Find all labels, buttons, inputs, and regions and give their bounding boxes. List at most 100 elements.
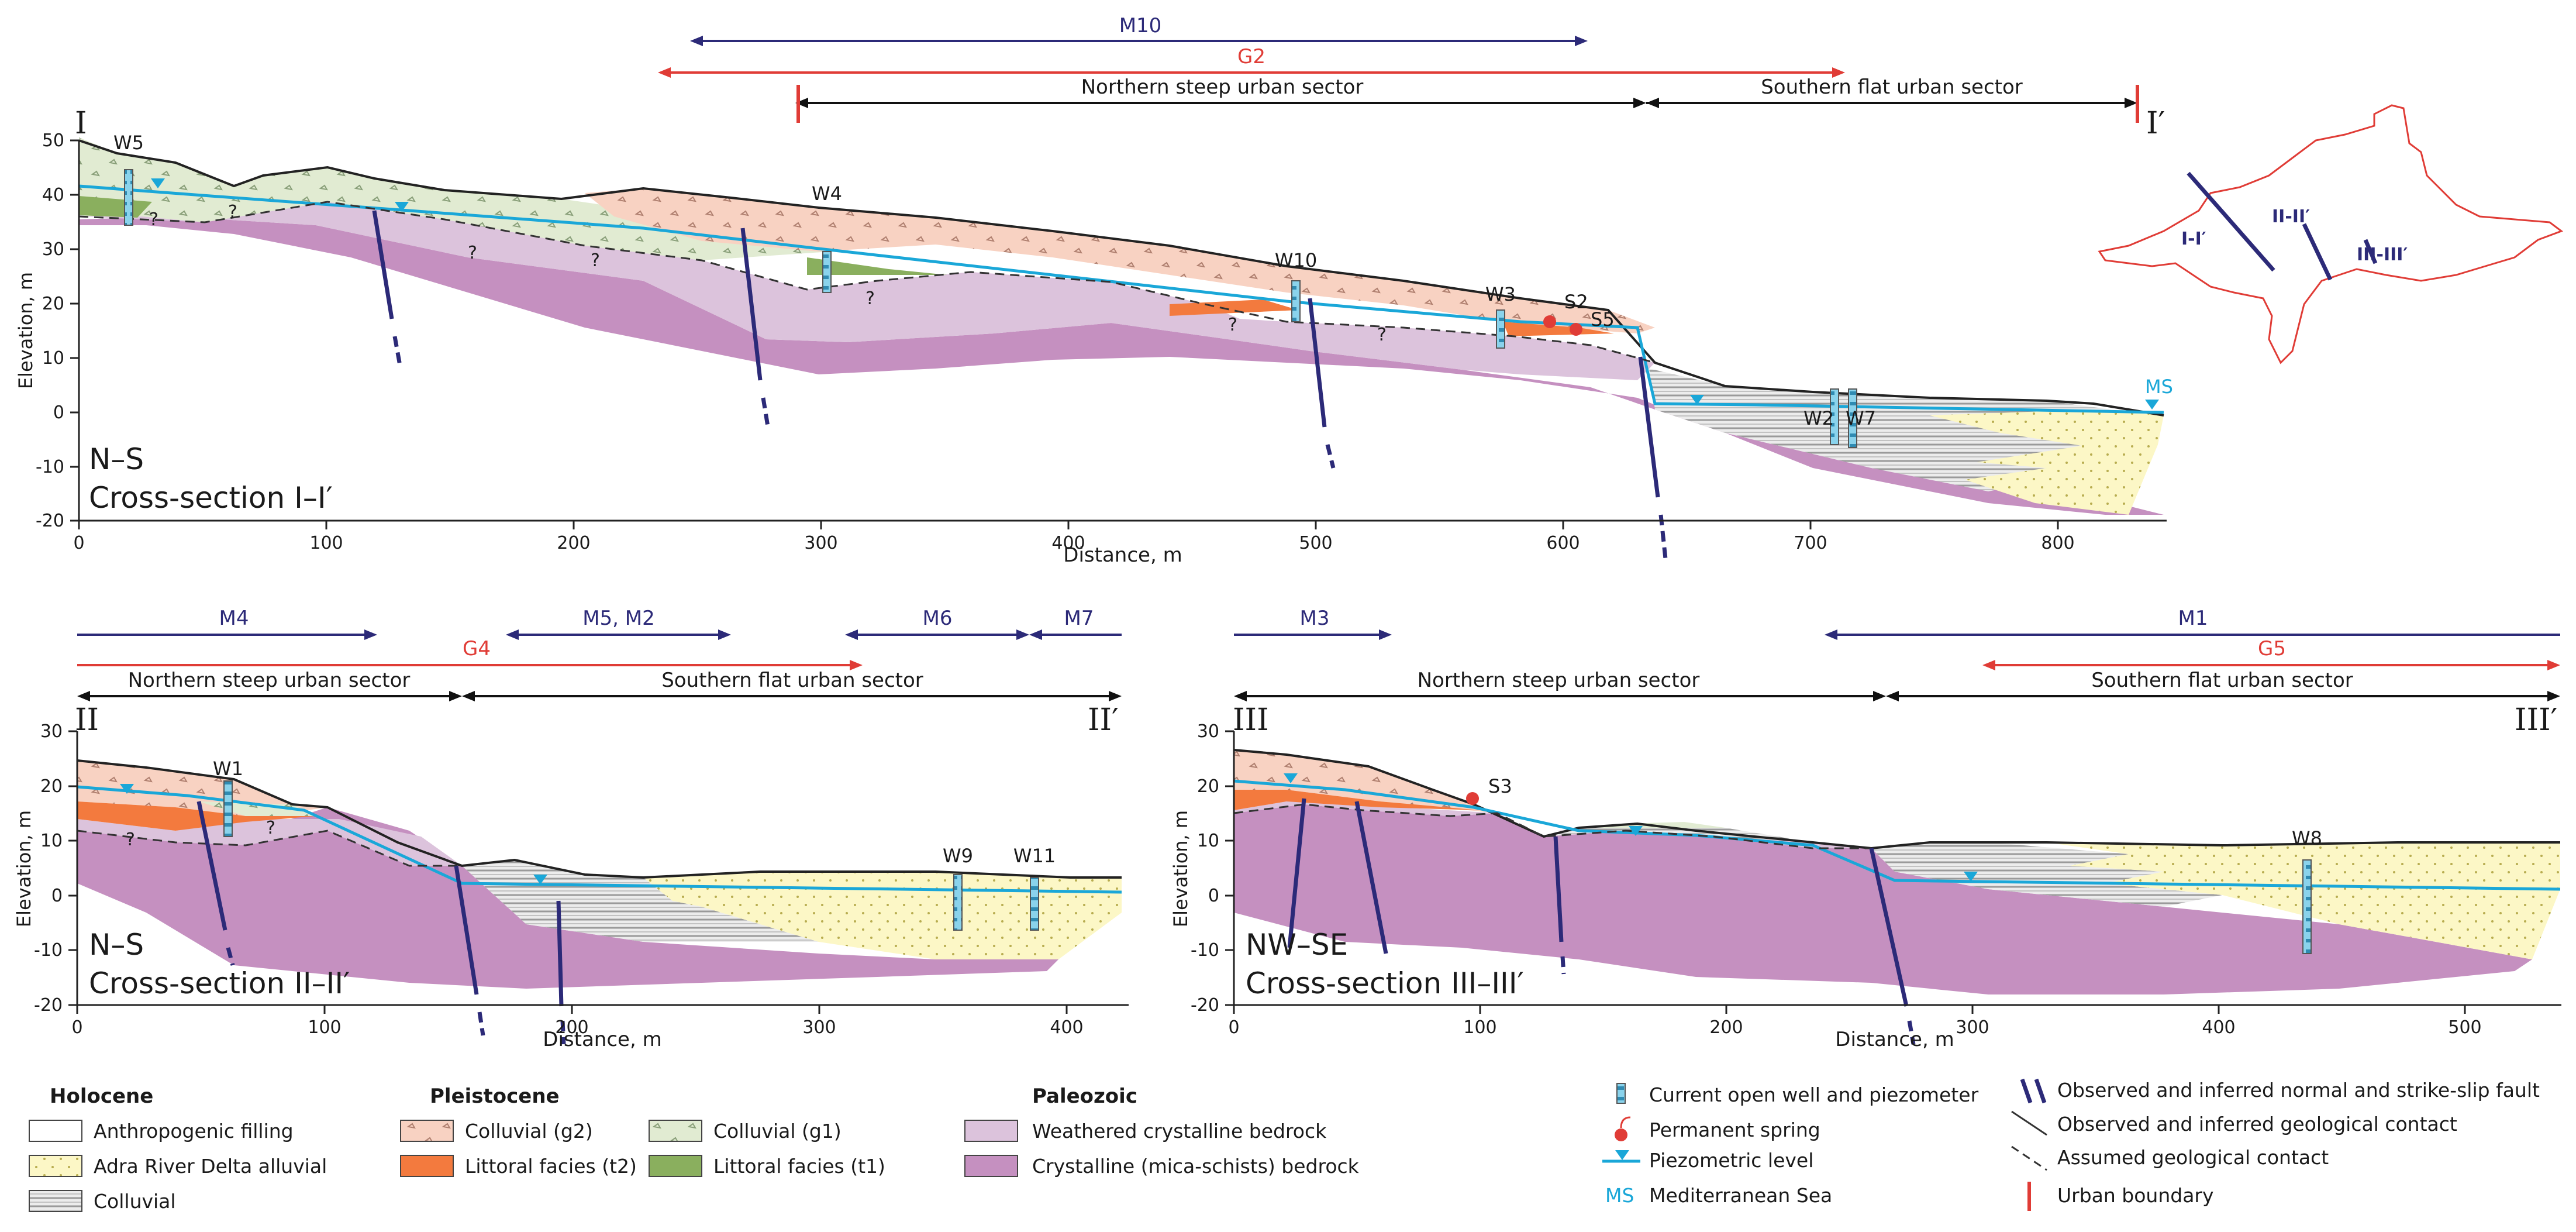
axes-3: 30 20 10 0 -10 -20 0 100 200 300 400 500… (1170, 721, 2561, 1051)
s2-xtick-2: 200 (555, 1017, 588, 1038)
s2-ytick-1: 20 (40, 776, 63, 797)
legend-colluvial: Colluvial (94, 1190, 176, 1213)
range-m1-label: M1 (2178, 607, 2208, 630)
s2-ytick-4: -10 (34, 940, 63, 961)
s1-ytick-4: 10 (42, 348, 64, 369)
inset-label-3: III-III′ (2357, 245, 2408, 265)
legend-weathered: Weathered crystalline bedrock (1032, 1120, 1327, 1142)
svg-text:?: ? (126, 830, 135, 850)
legend-ms-abbr: MS (1605, 1184, 1634, 1207)
swatch-littoral-t2 (400, 1155, 454, 1177)
s1-ytick-1: 40 (42, 185, 64, 205)
s1-ytick-0: 50 (42, 130, 64, 151)
bedrock-1 (79, 216, 2164, 515)
faults-3 (1287, 798, 1916, 1045)
range-m5m2: M5, M2 (506, 607, 731, 640)
s2-xlabel: Distance, m (543, 1028, 661, 1051)
s3-xtick-2: 200 (1709, 1017, 1743, 1038)
s2-xtick-4: 400 (1050, 1017, 1083, 1038)
legend: Holocene Anthropogenic filling Adra Rive… (29, 1078, 2540, 1213)
alluvial-1 (1930, 409, 2164, 515)
s1-xtick-7: 700 (1794, 533, 1827, 553)
svg-text:?: ? (266, 818, 275, 838)
topography-2 (77, 759, 1122, 879)
s1-xtick-0: 0 (73, 533, 84, 553)
s3-ytick-5: -20 (1191, 995, 1219, 1016)
assumed-contact-icon (2011, 1145, 2047, 1171)
faults-2 (196, 801, 566, 1045)
range-north-3: Northern steep urban sector (1234, 669, 1886, 701)
wells-3: W8 (2292, 827, 2322, 954)
s1-xtick-6: 600 (1546, 533, 1580, 553)
range-m10-label: M10 (1119, 14, 1162, 37)
s3-xtick-0: 0 (1228, 1017, 1239, 1038)
range-g2: G2 (658, 45, 1845, 78)
topography-1 (78, 139, 2164, 417)
s3-xtick-4: 400 (2202, 1017, 2235, 1038)
s3-xlabel: Distance, m (1835, 1028, 1954, 1051)
range-m6-label: M6 (923, 607, 953, 630)
spring-s3: S3 (1488, 775, 1512, 797)
well-w9: W9 (943, 845, 973, 867)
legend-well: Current open well and piezometer (1649, 1083, 1979, 1106)
section2-orientation: N–S (89, 928, 144, 962)
s2-xtick-1: 100 (308, 1017, 341, 1038)
range-north-3-label: Northern steep urban sector (1418, 669, 1700, 692)
legend-alluvial: Adra River Delta alluvial (94, 1155, 327, 1178)
swatch-colluvial (29, 1190, 82, 1212)
s1-xlabel: Distance, m (1063, 543, 1182, 567)
springs-3: S3 (1466, 775, 1512, 805)
alluvial-2 (643, 872, 1122, 959)
s3-ylabel: Elevation, m (1170, 810, 1192, 927)
spring-icon (1615, 1116, 1631, 1141)
s1-ylabel: Elevation, m (15, 272, 37, 389)
legend-urban: Urban boundary (2057, 1184, 2214, 1207)
range-south-2: Southern flat urban sector (462, 669, 1122, 701)
s2-ytick-0: 30 (40, 721, 63, 742)
range-north-1: Northern steep urban sector (795, 75, 1646, 108)
springs-1: S2 S5 (1543, 291, 1615, 336)
colluvial-sed-3 (1544, 828, 2222, 907)
range-m4: M4 (77, 607, 377, 640)
range-m6: M6 (845, 607, 1029, 640)
spring-s2: S2 (1564, 291, 1588, 313)
legend-littoral-t2: Littoral facies (t2) (465, 1155, 637, 1178)
legend-paleozoic-title: Paleozoic (1032, 1085, 1137, 1108)
section2-start: II (75, 703, 99, 738)
section2-title: Cross-section II–II′ (89, 966, 350, 1000)
legend-holocene-title: Holocene (50, 1085, 153, 1108)
spring-s5: S5 (1591, 308, 1615, 331)
cross-section-1: M10 G2 Northern steep urban sector South… (15, 14, 2173, 567)
section3-end: III′ (2515, 703, 2557, 738)
svg-text:?: ? (468, 243, 477, 263)
well-w4: W4 (812, 183, 842, 205)
range-g5: G5 (1982, 637, 2560, 670)
well-w10: W10 (1275, 249, 1317, 271)
axes-2: 30 20 10 0 -10 -20 0 100 200 300 400 Dis… (13, 721, 1129, 1051)
s1-xtick-4: 400 (1051, 533, 1085, 553)
legend-anthropogenic: Anthropogenic filling (94, 1120, 294, 1142)
legend-fault: Observed and inferred normal and strike-… (2057, 1079, 2540, 1102)
well-w1: W1 (213, 758, 243, 780)
unknown-marks-1: ??? ??? ? (149, 202, 1387, 345)
sea-label-ms: MS (2145, 376, 2173, 398)
s3-ytick-3: 0 (1208, 886, 1219, 906)
section1-title: Cross-section I–I′ (89, 481, 333, 515)
littoral-t2-1 (1170, 300, 1614, 336)
s3-ytick-2: 10 (1197, 831, 1219, 851)
cross-section-2: M4 M5, M2 M6 M7 G4 Northern s (13, 607, 1129, 1051)
section1-end: I′ (2146, 106, 2165, 141)
colluvial-g2-3 (1234, 750, 1497, 813)
swatch-anthropogenic (29, 1120, 82, 1142)
legend-piezo: Piezometric level (1649, 1149, 1813, 1172)
assumed-contact-2 (77, 830, 462, 867)
faults-1 (372, 210, 1668, 559)
littoral-t2-3 (1234, 790, 1754, 837)
s1-xtick-5: 500 (1299, 533, 1332, 553)
topography-3 (1233, 749, 2560, 850)
section3-start: III (1233, 703, 1269, 738)
swatch-weathered (964, 1120, 1018, 1142)
s3-ytick-1: 20 (1197, 776, 1219, 797)
section1-orientation: N–S (89, 442, 144, 476)
